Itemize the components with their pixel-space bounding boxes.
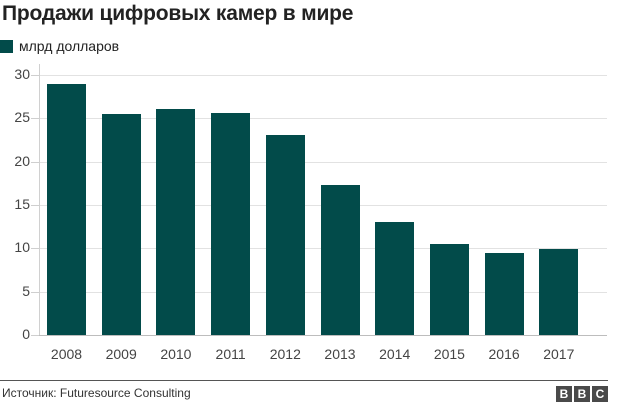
y-tick-label: 10 bbox=[14, 239, 30, 256]
source-note: Источник: Futuresource Consulting bbox=[2, 386, 191, 400]
bbc-logo-letter: C bbox=[592, 386, 608, 402]
y-tick bbox=[31, 118, 39, 120]
legend-label: млрд долларов bbox=[19, 38, 120, 54]
x-tick-label: 2009 bbox=[105, 346, 137, 362]
gridline bbox=[40, 75, 607, 76]
y-axis bbox=[39, 64, 40, 336]
x-axis bbox=[33, 335, 607, 336]
y-tick bbox=[31, 291, 39, 293]
bar-2010 bbox=[156, 108, 196, 335]
y-tick-label: 20 bbox=[14, 152, 30, 169]
legend-swatch bbox=[0, 39, 13, 53]
legend: млрд долларов bbox=[0, 38, 119, 54]
gridline bbox=[40, 118, 607, 120]
bar-2015 bbox=[429, 244, 469, 335]
bar-2016 bbox=[484, 252, 524, 335]
x-tick-label: 2008 bbox=[50, 346, 83, 362]
y-tick bbox=[31, 161, 39, 163]
x-tick-label: 2012 bbox=[269, 346, 301, 362]
y-tick-label: 15 bbox=[14, 196, 30, 212]
x-tick-label: 2016 bbox=[488, 346, 520, 362]
bbc-logo-letter: B bbox=[556, 386, 572, 402]
y-tick-label: 0 bbox=[22, 326, 30, 342]
x-tick-label: 2013 bbox=[324, 346, 356, 362]
y-tick bbox=[31, 75, 39, 76]
y-tick-label: 30 bbox=[14, 66, 30, 82]
footer-divider bbox=[0, 380, 608, 381]
y-tick bbox=[31, 205, 39, 206]
bar-2011 bbox=[211, 113, 251, 335]
gridline bbox=[40, 161, 607, 163]
y-tick-label: 5 bbox=[22, 282, 30, 299]
chart-title: Продажи цифровых камер в мире bbox=[2, 2, 354, 25]
bar-2009 bbox=[101, 114, 141, 335]
x-tick-label: 2014 bbox=[379, 346, 411, 362]
y-tick bbox=[31, 335, 39, 336]
y-tick bbox=[31, 248, 39, 250]
x-tick-label: 2017 bbox=[543, 346, 575, 362]
y-tick-label: 25 bbox=[14, 109, 30, 126]
bar-2017 bbox=[539, 249, 579, 335]
bbc-logo-letter: B bbox=[574, 386, 590, 402]
plot-area: 0 5 10 15 20 25 30 2008 2009 2010 2011 2012 2013 2014… bbox=[14, 64, 607, 362]
bar-2013 bbox=[320, 185, 360, 335]
bar-2014 bbox=[375, 222, 415, 335]
x-tick-label: 2015 bbox=[433, 346, 465, 362]
bar-2008 bbox=[47, 83, 86, 335]
bar-2012 bbox=[265, 134, 305, 335]
x-tick-label: 2010 bbox=[160, 346, 192, 362]
x-tick-label: 2011 bbox=[215, 346, 246, 362]
bbc-logo: B B C bbox=[556, 386, 608, 402]
